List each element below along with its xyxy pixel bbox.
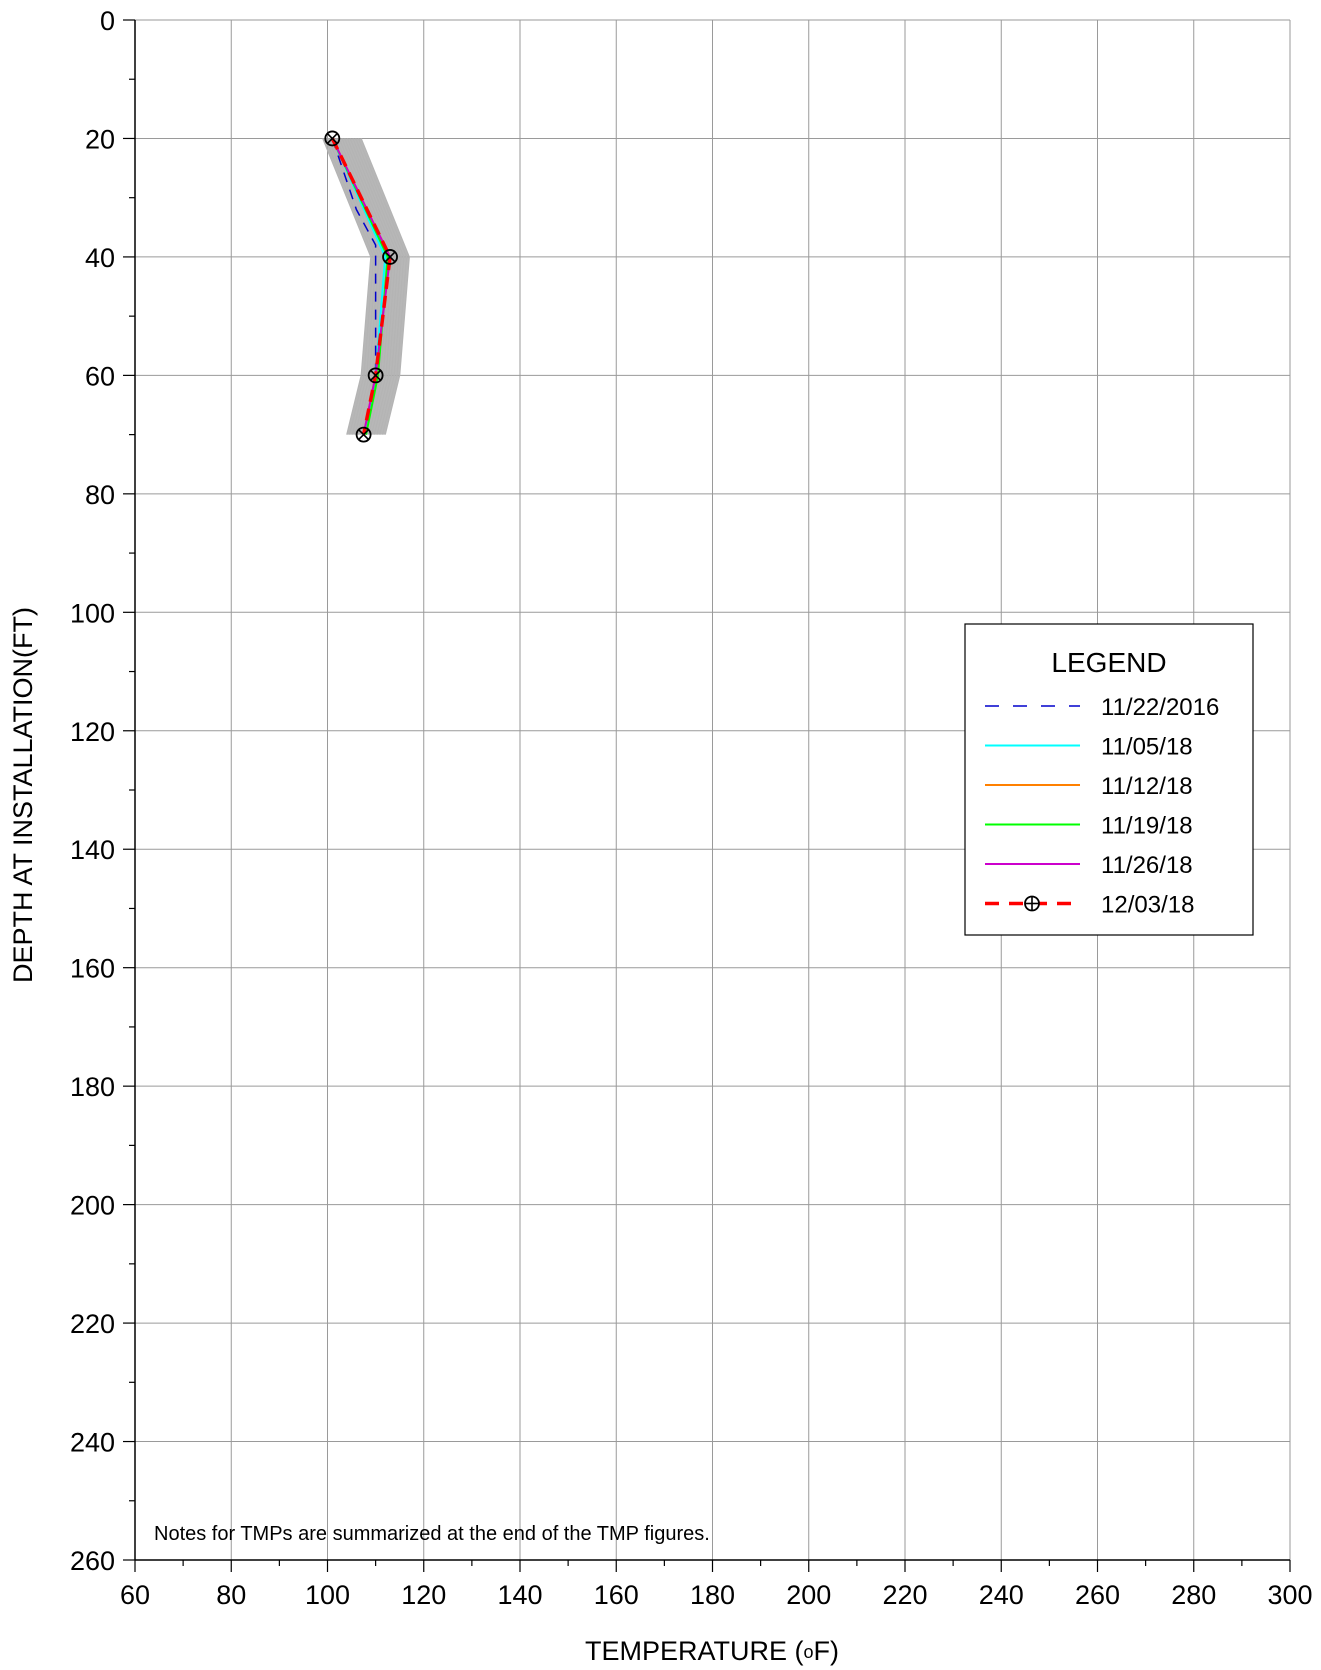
x-tick-label-100: 100: [305, 1580, 350, 1610]
history-line-11: [352, 138, 402, 435]
y-tick-label-240: 240: [70, 1428, 115, 1458]
history-line-7: [341, 138, 391, 435]
x-tick-label-160: 160: [594, 1580, 639, 1610]
legend-label-1: 11/05/18: [1101, 734, 1193, 761]
series-1: [331, 138, 387, 435]
x-tick-label-80: 80: [216, 1580, 246, 1610]
series-5: [324, 130, 398, 443]
legend-box: [964, 623, 1254, 936]
history-line-9: [346, 138, 397, 435]
history-line-14: [360, 138, 410, 435]
x-tick-label-260: 260: [1075, 1580, 1120, 1610]
x-tick-label-300: 300: [1267, 1580, 1312, 1610]
legend-label-5: 12/03/18: [1101, 892, 1194, 919]
y-tick-label-200: 200: [70, 1191, 115, 1221]
series-5-marker-0-cross-b: [326, 132, 338, 144]
legend-label-0: 11/22/2016: [1101, 694, 1219, 721]
legend-item-4: 11/26/18: [985, 852, 1193, 879]
y-tick-label-100: 100: [70, 598, 115, 628]
history-line-3: [330, 138, 380, 435]
x-tick-label-200: 200: [786, 1580, 831, 1610]
history-line-12: [355, 138, 405, 435]
x-tick-label-140: 140: [497, 1580, 542, 1610]
y-tick-label-260: 260: [70, 1546, 115, 1576]
legend-label-4: 11/26/18: [1101, 852, 1193, 879]
legend-label-3: 11/19/18: [1101, 813, 1193, 840]
legend-items: 11/22/2016 11/05/18 11/12/18 11/19/18 11/26/…: [985, 694, 1219, 919]
y-tick-label-80: 80: [85, 480, 115, 510]
x-axis-title-unit: F): [814, 1636, 839, 1666]
x-tick-label-180: 180: [690, 1580, 735, 1610]
legend-item-2: 11/12/18: [985, 773, 1193, 800]
legend-title: LEGEND: [1051, 647, 1166, 678]
y-tick-label-120: 120: [70, 717, 115, 747]
y-tick-label-20: 20: [85, 124, 115, 154]
y-axis-title: DEPTH AT INSTALLATION(FT): [8, 607, 38, 983]
history-band-layer: [322, 138, 410, 435]
history-line-13: [357, 138, 408, 435]
history-line-10: [349, 138, 399, 435]
series-line-1: [331, 138, 387, 435]
y-tick-label-140: 140: [70, 835, 115, 865]
series-line-5: [330, 137, 392, 435]
x-axis-title: TEMPERATURE (oF): [585, 1636, 839, 1666]
x-tick-label-280: 280: [1171, 1580, 1216, 1610]
y-tick-label-60: 60: [85, 361, 115, 391]
series-5-marker-3-cross-b: [358, 429, 370, 441]
y-tick-label-160: 160: [70, 954, 115, 984]
x-axis-title-main: TEMPERATURE (: [585, 1636, 804, 1666]
axes-layer: [123, 19, 1291, 1572]
series-layer: [324, 130, 398, 443]
legend-item-3: 11/19/18: [985, 813, 1193, 840]
legend-item-0: 11/22/2016: [985, 694, 1219, 721]
legend-label-2: 11/12/18: [1101, 773, 1193, 800]
x-tick-label-60: 60: [120, 1580, 150, 1610]
legend-item-1: 11/05/18: [985, 734, 1193, 761]
series-5-marker-2-ring: [367, 367, 384, 384]
x-tick-label-220: 220: [882, 1580, 927, 1610]
legend: LEGEND 11/22/2016 11/05/18 11/12/18 11/19/1…: [964, 623, 1254, 936]
series-5-marker-2-cross-b: [370, 369, 382, 381]
y-tick-label-40: 40: [85, 243, 115, 273]
x-tick-label-120: 120: [401, 1580, 446, 1610]
series-5-marker-1-ring: [382, 249, 398, 265]
notes-text: Notes for TMPs are summarized at the end…: [154, 1523, 710, 1545]
series-5-marker-3-ring: [355, 426, 372, 443]
y-tick-label-220: 220: [70, 1309, 115, 1339]
history-line-8: [344, 138, 394, 435]
grid-layer: [135, 19, 1291, 1560]
x-axis-title-degree: o: [804, 1642, 814, 1662]
series-5-marker-1-cross-b: [384, 251, 396, 263]
x-tick-label-240: 240: [979, 1580, 1024, 1610]
history-line-1: [324, 138, 375, 435]
legend-item-5: 12/03/18: [985, 892, 1194, 919]
y-tick-label-180: 180: [70, 1072, 115, 1102]
y-tick-label-0: 0: [100, 6, 115, 36]
history-line-0: [322, 138, 372, 435]
series-5-marker-0-ring: [324, 130, 341, 147]
